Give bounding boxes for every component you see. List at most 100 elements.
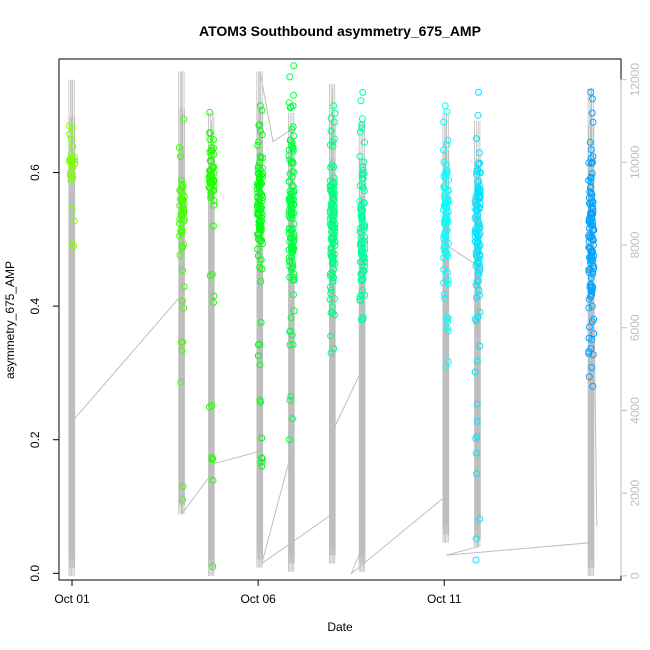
data-point <box>589 118 597 126</box>
data-point <box>180 283 188 291</box>
data-point <box>256 127 264 135</box>
data-point <box>588 290 596 298</box>
data-point <box>329 209 337 217</box>
data-point <box>329 224 337 232</box>
data-point <box>255 162 262 170</box>
data-point <box>472 225 480 233</box>
data-point <box>179 202 187 210</box>
data-point <box>472 556 480 564</box>
data-point <box>286 328 294 335</box>
data-point <box>588 302 596 310</box>
data-point <box>210 182 218 190</box>
data-point <box>329 194 337 202</box>
data-point <box>290 91 297 99</box>
data-point <box>474 259 481 266</box>
data-point <box>256 102 264 110</box>
data-point <box>68 170 76 178</box>
data-point <box>474 234 482 242</box>
data-point <box>288 246 296 254</box>
data-point <box>178 347 186 355</box>
data-point <box>289 158 297 166</box>
data-point <box>288 144 296 152</box>
data-point <box>589 153 597 161</box>
data-point <box>441 220 449 228</box>
data-point <box>206 403 213 411</box>
data-point <box>358 124 366 132</box>
data-point <box>444 208 452 216</box>
data-point <box>177 378 185 386</box>
y-tick-label: 0.6 <box>28 164 42 181</box>
data-point <box>442 251 450 259</box>
data-point <box>258 236 266 244</box>
data-point <box>358 121 365 129</box>
data-point <box>590 265 598 273</box>
data-point <box>208 144 216 151</box>
data-point <box>178 226 186 234</box>
data-point <box>361 233 368 241</box>
data-point <box>443 324 451 332</box>
y2-tick-label: 6000 <box>628 314 642 341</box>
data-point <box>206 178 214 186</box>
data-point <box>329 277 337 285</box>
data-point <box>210 136 217 144</box>
data-point <box>473 168 481 175</box>
data-point <box>287 141 295 149</box>
data-point <box>585 334 593 342</box>
data-point <box>176 251 184 259</box>
data-point <box>256 361 264 369</box>
data-point <box>444 358 452 366</box>
data-point <box>254 230 261 238</box>
x-axis: Oct 01 Oct 06 Oct 11 <box>54 579 462 606</box>
data-point <box>443 166 451 174</box>
data-point <box>329 309 337 317</box>
data-point <box>254 169 262 177</box>
data-point <box>586 138 594 146</box>
y2-tick-label: 10000 <box>628 145 642 179</box>
data-point <box>257 181 265 189</box>
data-point <box>359 237 367 245</box>
data-point <box>256 159 264 166</box>
data-point <box>327 114 335 122</box>
data-point <box>210 299 217 306</box>
data-point <box>476 169 484 177</box>
data-point <box>588 198 596 206</box>
data-point <box>326 296 334 303</box>
data-point <box>440 146 447 154</box>
data-point <box>444 269 451 277</box>
data-point <box>474 206 481 214</box>
data-point <box>360 226 368 234</box>
data-point <box>587 88 595 96</box>
data-point <box>67 135 75 143</box>
data-point <box>472 281 480 289</box>
data-point <box>177 209 185 217</box>
data-point <box>473 357 481 365</box>
data-point <box>471 368 479 376</box>
data-point <box>290 237 298 245</box>
data-point <box>476 266 484 274</box>
data-point <box>331 228 339 235</box>
data-point <box>476 252 484 260</box>
data-point <box>288 194 296 202</box>
data-point <box>330 345 338 352</box>
data-point <box>257 458 265 466</box>
data-point <box>206 174 214 181</box>
data-point <box>441 247 449 255</box>
data-point <box>180 115 188 123</box>
data-point <box>255 138 263 146</box>
data-point <box>443 141 451 148</box>
data-point <box>290 62 298 70</box>
data-point <box>258 204 265 212</box>
data-point <box>441 194 449 202</box>
data-point <box>257 222 265 229</box>
data-point <box>180 193 188 201</box>
data-point <box>329 259 337 267</box>
data-point <box>206 272 214 280</box>
y2-axis: 0 2000 4000 6000 8000 10000 12000 <box>620 63 642 579</box>
data-point <box>359 166 367 174</box>
data-point <box>176 186 184 194</box>
data-point <box>330 235 338 243</box>
data-point <box>290 234 298 242</box>
data-point <box>441 238 449 246</box>
data-point <box>256 235 263 243</box>
